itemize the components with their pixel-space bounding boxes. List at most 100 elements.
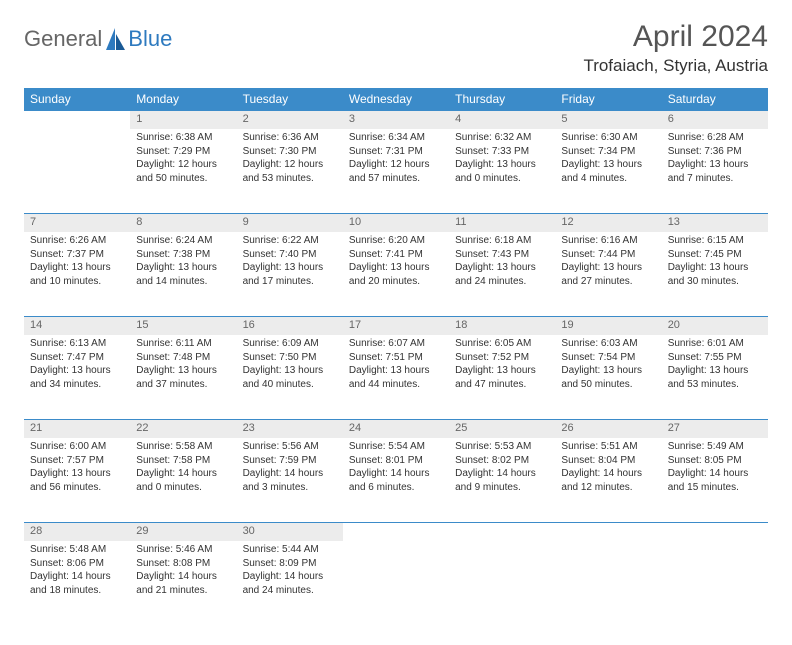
calendar-page: General Blue April 2024 Trofaiach, Styri… bbox=[0, 0, 792, 645]
day-number-cell: 30 bbox=[237, 523, 343, 542]
day-details: Sunrise: 6:32 AMSunset: 7:33 PMDaylight:… bbox=[449, 129, 555, 189]
day-details: Sunrise: 6:09 AMSunset: 7:50 PMDaylight:… bbox=[237, 335, 343, 395]
sunset-line: Sunset: 7:58 PM bbox=[136, 454, 230, 468]
day-details: Sunrise: 6:07 AMSunset: 7:51 PMDaylight:… bbox=[343, 335, 449, 395]
sunset-line: Sunset: 7:38 PM bbox=[136, 248, 230, 262]
day-details: Sunrise: 5:44 AMSunset: 8:09 PMDaylight:… bbox=[237, 541, 343, 601]
sunrise-line: Sunrise: 5:56 AM bbox=[243, 440, 337, 454]
day-number-cell: 11 bbox=[449, 214, 555, 233]
day-number-cell: 12 bbox=[555, 214, 661, 233]
day-number-cell bbox=[24, 111, 130, 130]
daylight-line: Daylight: 13 hours and 10 minutes. bbox=[30, 261, 124, 288]
sunset-line: Sunset: 7:29 PM bbox=[136, 145, 230, 159]
day-number-cell: 16 bbox=[237, 317, 343, 336]
day-details: Sunrise: 6:30 AMSunset: 7:34 PMDaylight:… bbox=[555, 129, 661, 189]
day-number-cell: 22 bbox=[130, 420, 236, 439]
day-cell: Sunrise: 5:56 AMSunset: 7:59 PMDaylight:… bbox=[237, 438, 343, 523]
sunrise-line: Sunrise: 6:24 AM bbox=[136, 234, 230, 248]
day-details: Sunrise: 5:56 AMSunset: 7:59 PMDaylight:… bbox=[237, 438, 343, 498]
day-cell: Sunrise: 5:53 AMSunset: 8:02 PMDaylight:… bbox=[449, 438, 555, 523]
daynum-row: 282930 bbox=[24, 523, 768, 542]
day-details: Sunrise: 6:18 AMSunset: 7:43 PMDaylight:… bbox=[449, 232, 555, 292]
sunrise-line: Sunrise: 5:53 AM bbox=[455, 440, 549, 454]
sunset-line: Sunset: 8:08 PM bbox=[136, 557, 230, 571]
day-number-cell: 29 bbox=[130, 523, 236, 542]
day-cell: Sunrise: 6:38 AMSunset: 7:29 PMDaylight:… bbox=[130, 129, 236, 214]
day-number-cell: 18 bbox=[449, 317, 555, 336]
sunrise-line: Sunrise: 6:03 AM bbox=[561, 337, 655, 351]
sunrise-line: Sunrise: 6:38 AM bbox=[136, 131, 230, 145]
sunrise-line: Sunrise: 6:18 AM bbox=[455, 234, 549, 248]
day-cell: Sunrise: 6:13 AMSunset: 7:47 PMDaylight:… bbox=[24, 335, 130, 420]
day-cell bbox=[449, 541, 555, 625]
daylight-line: Daylight: 14 hours and 21 minutes. bbox=[136, 570, 230, 597]
day-number-cell: 21 bbox=[24, 420, 130, 439]
daylight-line: Daylight: 13 hours and 30 minutes. bbox=[668, 261, 762, 288]
day-number-cell: 27 bbox=[662, 420, 768, 439]
day-number-cell: 6 bbox=[662, 111, 768, 130]
daylight-line: Daylight: 13 hours and 50 minutes. bbox=[561, 364, 655, 391]
day-content-row: Sunrise: 6:38 AMSunset: 7:29 PMDaylight:… bbox=[24, 129, 768, 214]
sunrise-line: Sunrise: 6:01 AM bbox=[668, 337, 762, 351]
day-cell: Sunrise: 6:28 AMSunset: 7:36 PMDaylight:… bbox=[662, 129, 768, 214]
day-details: Sunrise: 5:49 AMSunset: 8:05 PMDaylight:… bbox=[662, 438, 768, 498]
day-details: Sunrise: 6:26 AMSunset: 7:37 PMDaylight:… bbox=[24, 232, 130, 292]
day-cell: Sunrise: 6:01 AMSunset: 7:55 PMDaylight:… bbox=[662, 335, 768, 420]
daylight-line: Daylight: 14 hours and 24 minutes. bbox=[243, 570, 337, 597]
sunset-line: Sunset: 7:31 PM bbox=[349, 145, 443, 159]
day-number-cell bbox=[449, 523, 555, 542]
sunset-line: Sunset: 7:48 PM bbox=[136, 351, 230, 365]
sunset-line: Sunset: 8:05 PM bbox=[668, 454, 762, 468]
sunrise-line: Sunrise: 6:20 AM bbox=[349, 234, 443, 248]
day-number-cell: 3 bbox=[343, 111, 449, 130]
sunrise-line: Sunrise: 6:11 AM bbox=[136, 337, 230, 351]
sunset-line: Sunset: 7:43 PM bbox=[455, 248, 549, 262]
day-details: Sunrise: 6:34 AMSunset: 7:31 PMDaylight:… bbox=[343, 129, 449, 189]
day-number-cell bbox=[662, 523, 768, 542]
day-number-cell: 10 bbox=[343, 214, 449, 233]
day-cell: Sunrise: 6:36 AMSunset: 7:30 PMDaylight:… bbox=[237, 129, 343, 214]
sunset-line: Sunset: 8:01 PM bbox=[349, 454, 443, 468]
daylight-line: Daylight: 14 hours and 9 minutes. bbox=[455, 467, 549, 494]
daylight-line: Daylight: 13 hours and 34 minutes. bbox=[30, 364, 124, 391]
weekday-header: Tuesday bbox=[237, 88, 343, 111]
day-number-cell: 23 bbox=[237, 420, 343, 439]
day-cell: Sunrise: 5:46 AMSunset: 8:08 PMDaylight:… bbox=[130, 541, 236, 625]
day-details: Sunrise: 6:00 AMSunset: 7:57 PMDaylight:… bbox=[24, 438, 130, 498]
sunset-line: Sunset: 7:44 PM bbox=[561, 248, 655, 262]
sunrise-line: Sunrise: 5:51 AM bbox=[561, 440, 655, 454]
day-number-cell: 5 bbox=[555, 111, 661, 130]
calendar-table: Sunday Monday Tuesday Wednesday Thursday… bbox=[24, 88, 768, 625]
sunset-line: Sunset: 7:57 PM bbox=[30, 454, 124, 468]
sunset-line: Sunset: 7:34 PM bbox=[561, 145, 655, 159]
sunset-line: Sunset: 7:52 PM bbox=[455, 351, 549, 365]
day-number-cell: 28 bbox=[24, 523, 130, 542]
day-number-cell: 2 bbox=[237, 111, 343, 130]
day-cell: Sunrise: 5:49 AMSunset: 8:05 PMDaylight:… bbox=[662, 438, 768, 523]
sunrise-line: Sunrise: 6:16 AM bbox=[561, 234, 655, 248]
day-cell: Sunrise: 6:30 AMSunset: 7:34 PMDaylight:… bbox=[555, 129, 661, 214]
daynum-row: 78910111213 bbox=[24, 214, 768, 233]
daylight-line: Daylight: 13 hours and 14 minutes. bbox=[136, 261, 230, 288]
day-cell bbox=[343, 541, 449, 625]
weekday-header: Saturday bbox=[662, 88, 768, 111]
sunrise-line: Sunrise: 5:48 AM bbox=[30, 543, 124, 557]
sunset-line: Sunset: 8:02 PM bbox=[455, 454, 549, 468]
sunrise-line: Sunrise: 5:54 AM bbox=[349, 440, 443, 454]
daynum-row: 123456 bbox=[24, 111, 768, 130]
daylight-line: Daylight: 14 hours and 12 minutes. bbox=[561, 467, 655, 494]
day-cell: Sunrise: 6:03 AMSunset: 7:54 PMDaylight:… bbox=[555, 335, 661, 420]
sunset-line: Sunset: 7:30 PM bbox=[243, 145, 337, 159]
day-number-cell: 9 bbox=[237, 214, 343, 233]
day-cell bbox=[555, 541, 661, 625]
day-details: Sunrise: 6:11 AMSunset: 7:48 PMDaylight:… bbox=[130, 335, 236, 395]
brand-icon bbox=[106, 28, 126, 50]
day-number-cell: 24 bbox=[343, 420, 449, 439]
day-details: Sunrise: 6:28 AMSunset: 7:36 PMDaylight:… bbox=[662, 129, 768, 189]
sunset-line: Sunset: 7:50 PM bbox=[243, 351, 337, 365]
day-details: Sunrise: 6:05 AMSunset: 7:52 PMDaylight:… bbox=[449, 335, 555, 395]
sunrise-line: Sunrise: 6:13 AM bbox=[30, 337, 124, 351]
sunrise-line: Sunrise: 6:05 AM bbox=[455, 337, 549, 351]
daylight-line: Daylight: 13 hours and 17 minutes. bbox=[243, 261, 337, 288]
daylight-line: Daylight: 14 hours and 3 minutes. bbox=[243, 467, 337, 494]
